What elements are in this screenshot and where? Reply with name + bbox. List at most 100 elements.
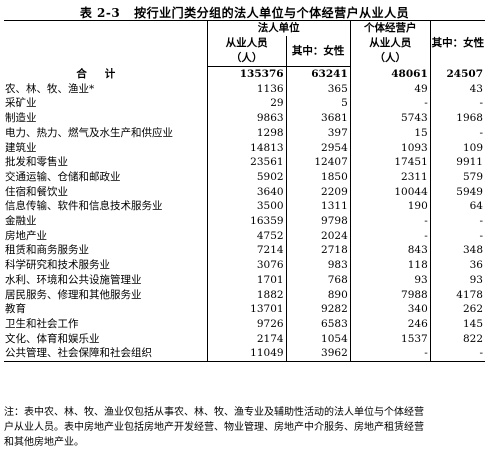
cell-indiv-female: 9911	[429, 155, 485, 170]
cell-indiv-female: 5949	[429, 184, 485, 200]
cell-indiv-persons: 843	[349, 243, 431, 259]
cell-indiv-female: 109	[429, 140, 485, 156]
cell-indiv-female: 1968	[429, 111, 485, 126]
cell-legal-persons: 13701	[206, 302, 287, 317]
cell-legal-female: 2209	[285, 184, 351, 200]
cell-legal-female: 3962	[285, 346, 351, 363]
table-row: 居民服务、修理和其他服务业 1882 890 7988 4178	[4, 287, 485, 303]
cell-indiv-persons: 7988	[349, 287, 431, 303]
note-line-1: 注：表中农、林、牧、渔业仅包括从事农、林、牧、渔专业及辅助性活动的法人单位与个体…	[4, 407, 424, 418]
table-row: 科学研究和技术服务业 3076 983 118 36	[4, 258, 485, 273]
total-row: 合计 135376 63241 48061 24507	[4, 66, 485, 82]
cell-legal-persons: 5902	[206, 169, 287, 185]
cell-legal-persons: 11049	[206, 346, 287, 363]
cell-legal-persons: 9726	[206, 316, 287, 332]
table-title: 表 2-3 按行业门类分组的法人单位与个体经营户从业人员	[0, 4, 489, 21]
cell-indiv-female: -	[429, 96, 485, 112]
total-indiv-female: 24507	[429, 66, 485, 82]
header-indiv-sub: 从业人员	[369, 37, 412, 50]
cell-indiv-persons: 2311	[349, 169, 431, 185]
table-row: 卫生和社会工作 9726 6583 246 145	[4, 316, 485, 332]
cell-indiv-persons: -	[349, 96, 431, 112]
cell-legal-persons: 1882	[206, 287, 287, 303]
header-industry-blank	[4, 20, 208, 67]
table-title-text: 按行业门类分组的法人单位与个体经营户从业人员	[134, 6, 410, 20]
cell-legal-female: 768	[285, 272, 351, 288]
cell-indiv-persons: 1537	[349, 331, 431, 347]
table-row: 文化、体育和娱乐业 2174 1054 1537 822	[4, 331, 485, 347]
cell-legal-female: 9282	[285, 302, 351, 317]
cell-legal-persons: 9863	[206, 111, 287, 126]
industry-label: 文化、体育和娱乐业	[5, 332, 100, 345]
note-line-2: 户从业人员。表中房地产业包括房地产开发经营、物业管理、房地产中介服务、房地产租赁…	[4, 422, 424, 433]
cell-indiv-female: 822	[429, 331, 485, 347]
table-header: 法人单位 个体经营户 从业人员 （人） 其中：女性 从业人员 （人） 其中：女性	[4, 20, 485, 67]
cell-indiv-female: -	[429, 214, 485, 229]
table-row: 农、林、牧、渔业* 1136 365 49 43	[4, 81, 485, 97]
cell-indiv-persons: 118	[349, 258, 431, 273]
table-row: 公共管理、社会保障和社会组织 11049 3962- -	[4, 346, 485, 363]
header-indiv-unit: （人）	[374, 52, 407, 65]
industry-label: 农、林、牧、渔业*	[5, 82, 95, 95]
header-legal-female: 其中：女性	[285, 36, 351, 67]
table-row: 房地产业 4752 2024- -	[4, 228, 485, 244]
header-indiv-persons: 个体经营户 从业人员 （人）	[349, 20, 431, 67]
table-note: 注：表中农、林、牧、渔业仅包括从事农、林、牧、渔专业及辅助性活动的法人单位与个体…	[4, 405, 485, 450]
header-legal-persons: 从业人员 （人）	[206, 36, 287, 67]
total-label: 合计	[76, 67, 134, 80]
table-row: 教育 13701 9282 340 262	[4, 302, 485, 317]
cell-indiv-female: 579	[429, 169, 485, 185]
cell-legal-female: 1850	[285, 169, 351, 185]
total-indiv-persons: 48061	[349, 66, 431, 82]
cell-indiv-female: 64	[429, 199, 485, 215]
cell-legal-persons: 23561	[206, 155, 287, 170]
cell-indiv-female: -	[429, 125, 485, 141]
table-row: 电力、热力、燃气及水生产和供应业 1298 397 15-	[4, 125, 485, 141]
industry-label: 房地产业	[5, 229, 47, 242]
industry-label: 住宿和餐饮业	[5, 185, 68, 198]
cell-indiv-persons: 246	[349, 316, 431, 332]
cell-indiv-persons: -	[349, 228, 431, 244]
cell-indiv-female: 36	[429, 258, 485, 273]
cell-legal-persons: 29	[206, 96, 287, 112]
table-row: 建筑业 14813 2954 1093 109	[4, 140, 485, 156]
cell-legal-persons: 2174	[206, 331, 287, 347]
cell-indiv-persons: 340	[349, 302, 431, 317]
header-legal-sub: 从业人员	[225, 37, 268, 49]
cell-legal-female: 3681	[285, 111, 351, 126]
industry-label: 电力、热力、燃气及水生产和供应业	[5, 126, 173, 139]
cell-indiv-female: 4178	[429, 287, 485, 303]
cell-legal-female: 983	[285, 258, 351, 273]
industry-label: 居民服务、修理和其他服务业	[5, 288, 142, 301]
cell-indiv-persons: 1093	[349, 140, 431, 156]
table-row: 住宿和餐饮业 3640 2209 10044 5949	[4, 184, 485, 200]
industry-label: 公共管理、社会保障和社会组织	[4, 346, 208, 363]
cell-indiv-persons: 49	[349, 81, 431, 97]
total-legal-female: 63241	[285, 66, 351, 82]
cell-legal-female: 6583	[285, 316, 351, 332]
industry-label: 交通运输、仓储和邮政业	[5, 170, 121, 183]
cell-legal-female: 1311	[285, 199, 351, 215]
header-legal-main: 法人单位	[206, 20, 351, 36]
industry-label: 教育	[5, 303, 26, 316]
cell-legal-female: 2954	[285, 140, 351, 156]
industry-label: 金融业	[5, 215, 37, 228]
table-row: 水利、环境和公共设施管理业 1701 768 93 93	[4, 272, 485, 288]
table-row: 交通运输、仓储和邮政业 5902 1850 2311 579	[4, 169, 485, 185]
cell-indiv-persons: -	[349, 214, 431, 229]
cell-legal-persons: 3076	[206, 258, 287, 273]
industry-label: 批发和零售业	[5, 156, 68, 169]
cell-legal-persons: 16359	[206, 214, 287, 229]
industry-label: 制造业	[5, 112, 37, 125]
cell-legal-persons: 1136	[206, 81, 287, 97]
industry-label: 采矿业	[5, 97, 37, 110]
header-legal-unit: （人）	[230, 52, 263, 64]
header-indiv-main: 个体经营户	[364, 22, 417, 35]
cell-legal-persons: 4752	[206, 228, 287, 244]
table-body: 合计 135376 63241 48061 24507 农、林、牧、渔业* 113…	[4, 66, 485, 363]
cell-legal-female: 2024	[285, 228, 351, 244]
cell-indiv-female: 145	[429, 316, 485, 332]
cell-indiv-female: -	[429, 346, 485, 363]
cell-indiv-female: 348	[429, 243, 485, 259]
